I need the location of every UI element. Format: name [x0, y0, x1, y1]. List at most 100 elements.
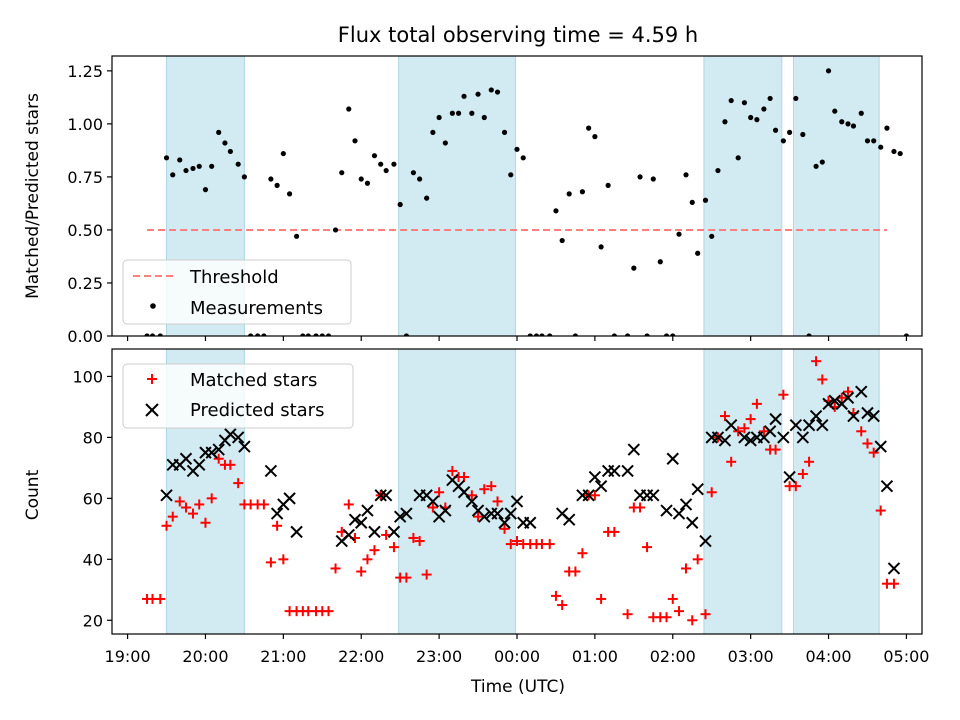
measurement-point [566, 191, 572, 197]
y-tick-label: 20 [83, 611, 103, 630]
matched-star-point [790, 481, 801, 492]
measurement-point [735, 155, 741, 161]
predicted-star-point [283, 492, 296, 505]
measurement-point [754, 117, 760, 123]
y-tick-label: 0.75 [67, 168, 103, 187]
matched-star-point [589, 490, 600, 501]
predicted-star-point [763, 425, 777, 438]
measurement-point [313, 333, 319, 336]
measurement-point [202, 187, 209, 193]
predicted-star-point [724, 418, 738, 432]
matched-star-point [356, 566, 367, 577]
predicted-star-point [504, 507, 517, 520]
measurement-point [403, 333, 410, 336]
measurement-point [248, 333, 254, 336]
legend-matched-label: Matched stars [190, 370, 317, 391]
measurement-point [598, 244, 604, 250]
matched-star-point [875, 505, 886, 516]
matched-star-point [167, 511, 178, 522]
matched-star-point [188, 508, 198, 519]
predicted-star-point [621, 464, 634, 478]
predicted-star-point [874, 440, 887, 453]
legend-measurements-swatch [150, 303, 156, 309]
legend-bottom: Matched stars Predicted stars [122, 363, 354, 429]
measurement-point [391, 161, 397, 167]
x-tick-label: 20:00 [182, 647, 228, 666]
measurement-point [520, 155, 526, 161]
measurement-point [358, 176, 364, 182]
predicted-star-point [205, 446, 218, 459]
predicted-star-point [439, 504, 452, 517]
matched-star-point [681, 563, 692, 574]
matched-star-point [622, 609, 633, 620]
measurement-point [891, 148, 897, 155]
matched-star-point [225, 459, 236, 470]
matched-star-point [200, 517, 211, 528]
predicted-star-point [264, 464, 278, 478]
measurement-point [657, 259, 663, 265]
y-tick-label: 0.25 [67, 274, 103, 293]
measurement-point [494, 89, 501, 95]
matched-star-point [265, 557, 276, 568]
measurement-point [163, 155, 170, 161]
predicted-star-point [355, 516, 368, 529]
matched-star-point [804, 456, 815, 467]
measurement-point [461, 93, 467, 99]
measurement-point [871, 138, 877, 144]
legend-top: Threshold Measurements [122, 259, 352, 325]
matched-star-point [706, 487, 717, 498]
predicted-star-point [660, 504, 673, 517]
measurement-point [222, 140, 228, 146]
predicted-star-point [348, 513, 362, 526]
measurement-point [772, 127, 779, 133]
measurement-point [709, 233, 715, 239]
matched-star-point [194, 499, 205, 510]
matched-star-point [550, 590, 561, 601]
matched-star-point [180, 502, 191, 513]
matched-star-point [233, 478, 244, 489]
matched-star-point [751, 398, 762, 409]
measurement-point [547, 333, 553, 336]
measurement-point [371, 153, 378, 159]
matched-star-point [213, 453, 224, 464]
matched-star-point [868, 447, 879, 458]
x-tick-label: 05:00 [883, 647, 929, 666]
predicted-star-point [387, 525, 401, 539]
measurement-point [319, 333, 325, 336]
measurement-point [670, 333, 676, 336]
top-y-axis-label: Matched/Predicted stars [23, 93, 43, 299]
matched-star-point [642, 542, 653, 553]
matched-star-point [817, 374, 828, 385]
measurement-point [780, 138, 786, 144]
predicted-star-point [867, 409, 880, 423]
measurement-point [177, 157, 183, 163]
measurement-point [469, 110, 475, 116]
predicted-star-point [627, 443, 641, 456]
predicted-star-point [828, 394, 841, 408]
predicted-star-point [478, 510, 491, 523]
measurement-point [170, 172, 176, 178]
y-tick-label: 0.50 [67, 221, 103, 240]
predicted-star-point [524, 516, 537, 529]
predicted-star-point [379, 489, 393, 502]
matched-star-point [206, 493, 217, 504]
matched-star-point [427, 502, 438, 513]
measurement-point [741, 100, 748, 106]
predicted-star-point [160, 489, 173, 502]
matched-star-point [492, 496, 503, 507]
matched-star-point [447, 465, 458, 476]
matched-star-point [155, 593, 166, 604]
measurement-point [767, 95, 773, 102]
predicted-star-point [777, 431, 790, 444]
predicted-star-point [179, 452, 193, 465]
measurement-point [261, 333, 267, 336]
x-tick-label: 00:00 [494, 647, 540, 666]
measurement-point [715, 167, 721, 174]
matched-star-point [408, 532, 419, 543]
measurement-point [430, 129, 436, 135]
measurement-point [683, 172, 689, 178]
matched-star-point [362, 554, 373, 565]
measurement-point [695, 250, 701, 256]
y-tick-label: 60 [83, 489, 103, 508]
